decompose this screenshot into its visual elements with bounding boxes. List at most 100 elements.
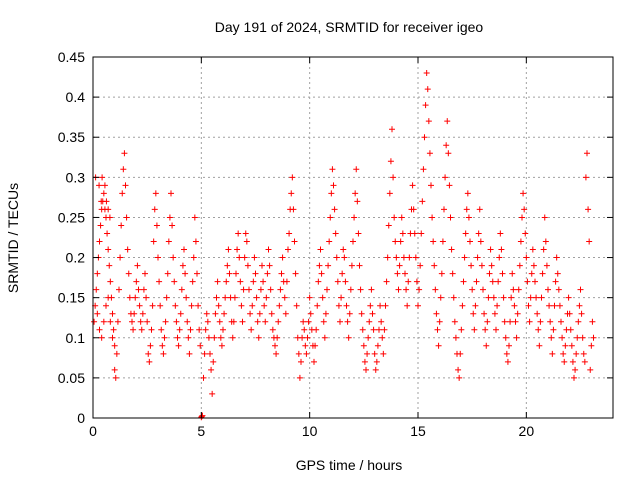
data-point [549,350,556,357]
data-point [260,278,267,285]
data-point [138,326,145,333]
data-point [551,302,558,309]
data-point [419,198,426,205]
data-point [145,350,152,357]
data-point [151,206,158,213]
data-point [328,190,335,197]
y-tick-label: 0 [77,410,85,426]
data-point [236,254,243,261]
data-point [315,278,322,285]
data-point [100,318,107,325]
data-point [223,278,230,285]
data-point [291,238,298,245]
data-point [355,230,362,237]
data-point [230,318,237,325]
data-point [264,270,271,277]
data-point [98,334,105,341]
data-point [148,326,155,333]
data-point [497,230,504,237]
y-tick-label: 0.35 [58,129,85,145]
data-point [389,126,395,133]
data-point [165,238,172,245]
data-point [491,310,498,317]
data-point [507,318,514,325]
data-point [577,286,584,293]
data-point [590,334,597,341]
data-point [188,302,195,309]
data-point [147,342,154,349]
data-point [459,302,466,309]
data-point [482,326,489,333]
data-point [133,278,140,285]
data-point [110,326,117,333]
data-point [571,374,577,381]
data-point [279,254,286,261]
data-point [516,262,523,269]
data-point [338,294,345,301]
data-point [372,366,379,373]
data-point [171,278,178,285]
data-point [214,278,221,285]
data-point [472,302,479,309]
data-point [118,222,125,229]
data-point [311,358,317,365]
data-point [398,214,405,221]
data-point [456,374,463,381]
data-point [541,214,548,221]
data-point [494,302,501,309]
data-point [132,294,139,301]
data-point [220,326,226,333]
data-point [542,238,549,245]
data-point [143,294,150,301]
data-point [403,286,410,293]
data-point [144,318,151,325]
data-point [415,302,421,309]
data-point [356,262,363,269]
data-point [166,214,173,221]
data-point [246,286,252,293]
data-point [418,230,425,237]
data-point [122,182,129,189]
data-point [163,294,170,301]
data-point [326,238,333,245]
data-point [162,318,169,325]
data-point [431,262,438,269]
data-point [539,270,546,277]
data-point [485,294,492,301]
data-point [125,270,132,277]
data-point [582,174,589,181]
data-point [441,206,447,213]
x-tick-label: 10 [302,423,318,439]
data-point [365,334,372,341]
data-point [562,342,569,349]
data-point [340,246,347,253]
data-point [342,278,349,285]
data-point [425,118,432,125]
data-point [292,270,299,277]
data-point [429,214,436,221]
data-point [439,238,446,245]
data-point [313,326,320,333]
data-point [481,310,488,317]
data-point [350,238,356,245]
data-point [158,326,165,333]
data-point [262,318,269,325]
data-point [105,206,112,213]
data-point [226,270,233,277]
data-point [381,326,388,333]
data-point [96,182,103,189]
data-point [103,198,110,205]
data-point [257,286,264,293]
data-point [98,198,105,205]
data-point [521,206,528,213]
data-point [325,262,332,269]
data-point [560,350,567,357]
data-point [106,262,113,269]
data-point [178,286,185,293]
data-point [131,310,138,317]
data-point [134,262,141,269]
data-point [476,206,483,213]
data-point [535,326,542,333]
